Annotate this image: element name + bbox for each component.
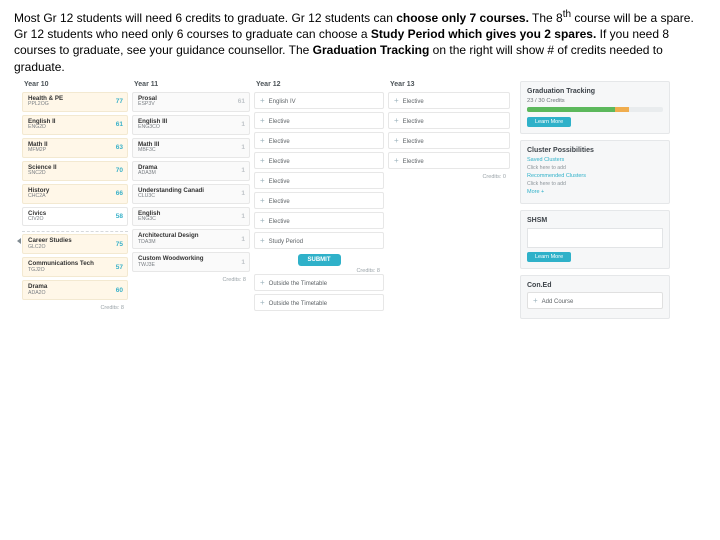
plus-icon: + (260, 136, 265, 145)
plus-icon: + (260, 196, 265, 205)
year13-column: Year 13 +Elective +Elective +Elective +E… (388, 81, 510, 325)
year10-title: Year 10 (22, 81, 128, 88)
plus-icon: + (260, 278, 265, 287)
course-row[interactable]: Communications TechTGJ2O57 (22, 257, 128, 277)
progress-earned (527, 107, 615, 112)
progress-planned (615, 107, 629, 112)
graduation-tracking-panel: Graduation Tracking 23 / 30 Credits Lear… (520, 81, 670, 134)
progress-bar (527, 107, 663, 112)
click-to-add-link[interactable]: Click here to add (527, 181, 663, 187)
coned-panel: Con.Ed +Add Course (520, 275, 670, 319)
course-row[interactable]: Math IIIMBF3C1 (132, 138, 250, 158)
plus-icon: + (260, 96, 265, 105)
course-row[interactable]: Science IISNC2D70 (22, 161, 128, 181)
course-row[interactable]: English IIENG2D61 (22, 115, 128, 135)
course-row[interactable]: ProsalESP3V61 (132, 92, 250, 112)
saved-clusters-label: Saved Clusters (527, 157, 663, 163)
course-row[interactable]: CivicsCIV2O58 (22, 207, 128, 227)
course-row[interactable]: Custom WoodworkingTWJ3E1 (132, 252, 250, 272)
recommended-clusters-label: Recommended Clusters (527, 173, 663, 179)
shsm-logo (527, 228, 663, 248)
panel-title: Graduation Tracking (527, 88, 663, 95)
plus-icon: + (260, 156, 265, 165)
cluster-panel: Cluster Possibilities Saved Clusters Cli… (520, 140, 670, 204)
course-slot[interactable]: +Elective (254, 192, 384, 209)
course-row[interactable]: Math IIMFM2P63 (22, 138, 128, 158)
course-row[interactable]: Career StudiesGLC2O75 (22, 234, 128, 254)
outside-timetable-slot[interactable]: +Outside the Timetable (254, 274, 384, 291)
planner-ui: Year 10 Health & PEPPL2OG77 English IIEN… (0, 81, 720, 335)
sidebar: Graduation Tracking 23 / 30 Credits Lear… (520, 81, 670, 325)
plus-icon: + (260, 216, 265, 225)
submit-button[interactable]: SUBMIT (298, 254, 341, 266)
year12-column: Year 12 +English IV +Elective +Elective … (254, 81, 384, 325)
instruction-paragraph: Most Gr 12 students will need 6 credits … (0, 0, 720, 81)
course-slot[interactable]: +Elective (254, 172, 384, 189)
course-slot[interactable]: +Elective (254, 132, 384, 149)
course-slot[interactable]: +Elective (254, 152, 384, 169)
course-slot[interactable]: +English IV (254, 92, 384, 109)
panel-title: Con.Ed (527, 282, 663, 289)
panel-title: SHSM (527, 217, 663, 224)
course-slot[interactable]: +Study Period (254, 232, 384, 249)
course-row[interactable]: DramaADA2O60 (22, 280, 128, 300)
course-row[interactable]: Health & PEPPL2OG77 (22, 92, 128, 112)
plus-icon: + (260, 176, 265, 185)
panel-title: Cluster Possibilities (527, 147, 663, 154)
credits-label: Credits: 8 (22, 303, 128, 311)
course-row[interactable]: Architectural DesignTDA3M1 (132, 229, 250, 249)
course-slot[interactable]: +Elective (254, 112, 384, 129)
shsm-panel: SHSM Learn More (520, 210, 670, 269)
course-slot[interactable]: +Elective (254, 212, 384, 229)
course-row[interactable]: HistoryCHC2A66 (22, 184, 128, 204)
click-to-add-link[interactable]: Click here to add (527, 165, 663, 171)
plus-icon: + (394, 156, 399, 165)
course-row[interactable]: Understanding CanadiCLU3C1 (132, 184, 250, 204)
credits-label: Credits: 8 (132, 275, 250, 283)
plus-icon: + (260, 236, 265, 245)
plus-icon: + (394, 96, 399, 105)
credits-label: Credits: 0 (388, 172, 510, 180)
plus-icon: + (533, 296, 538, 305)
course-row[interactable]: EnglishENG3C1 (132, 207, 250, 227)
course-slot[interactable]: +Elective (388, 112, 510, 129)
learn-more-button[interactable]: Learn More (527, 252, 571, 262)
add-course-slot[interactable]: +Add Course (527, 292, 663, 309)
year10-column: Year 10 Health & PEPPL2OG77 English IIEN… (22, 81, 128, 325)
course-slot[interactable]: +Elective (388, 92, 510, 109)
credits-label: Credits: 8 (254, 266, 384, 274)
credits-count: 23 / 30 Credits (527, 98, 663, 104)
course-row[interactable]: DramaADA3M1 (132, 161, 250, 181)
course-row[interactable]: English IIIENG3CO1 (132, 115, 250, 135)
course-slot[interactable]: +Elective (388, 152, 510, 169)
learn-more-button[interactable]: Learn More (527, 117, 571, 127)
year13-title: Year 13 (388, 81, 510, 88)
plus-icon: + (260, 298, 265, 307)
plus-icon: + (260, 116, 265, 125)
year11-column: Year 11 ProsalESP3V61 English IIIENG3CO1… (132, 81, 250, 325)
year12-title: Year 12 (254, 81, 384, 88)
plus-icon: + (394, 136, 399, 145)
more-link[interactable]: More + (527, 189, 663, 195)
outside-timetable-slot[interactable]: +Outside the Timetable (254, 294, 384, 311)
plus-icon: + (394, 116, 399, 125)
year11-title: Year 11 (132, 81, 250, 88)
course-slot[interactable]: +Elective (388, 132, 510, 149)
